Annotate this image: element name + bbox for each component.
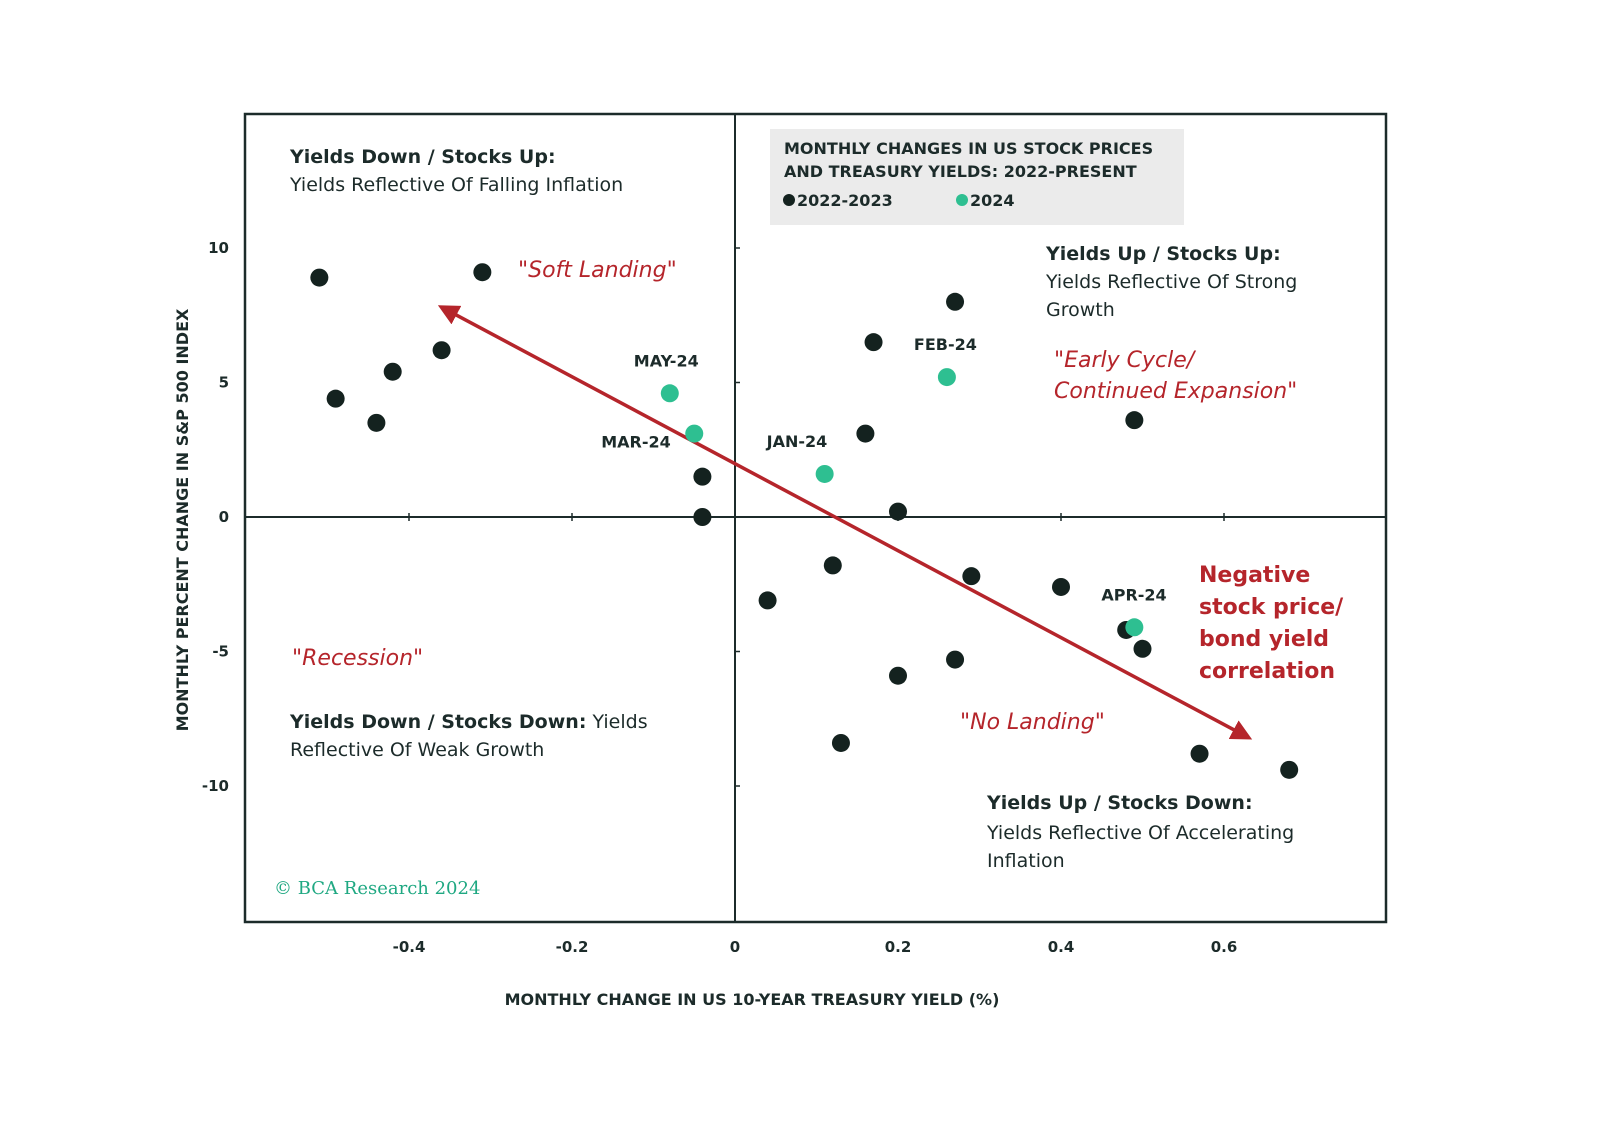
x-tick-label: 0.2 xyxy=(885,938,912,956)
scatter-point-2022-2023 xyxy=(1280,760,1299,779)
scatter-point-2024 xyxy=(660,384,679,403)
scatter-point-2024 xyxy=(685,424,704,443)
chart-title-line-2: AND TREASURY YIELDS: 2022-PRESENT xyxy=(784,162,1137,181)
scatter-point-2022-2023 xyxy=(326,389,345,408)
scatter-point-2022-2023 xyxy=(946,292,965,311)
x-tick-label: 0.6 xyxy=(1211,938,1238,956)
annotation-soft-landing: "Soft Landing" xyxy=(518,258,677,283)
ticks-layer: -0.4 -0.2 0 0.2 0.4 0.6 10 5 0 -5 -10 xyxy=(202,239,1237,956)
credit-text: © BCA Research 2024 xyxy=(274,878,480,899)
quadrant-top-right-body-1: Yields Reflective Of Strong xyxy=(1045,271,1297,293)
annotation-no-landing: "No Landing" xyxy=(960,710,1105,735)
scatter-point-2022-2023 xyxy=(310,268,329,287)
scatter-point-2022-2023 xyxy=(473,263,492,282)
scatter-point-2024 xyxy=(937,368,956,387)
quadrant-top-left-body: Yields Reflective Of Falling Inflation xyxy=(289,174,623,196)
point-label-jan-24: JAN-24 xyxy=(766,432,828,451)
quadrant-bottom-left-heading: Yields Down / Stocks Down: xyxy=(289,711,586,733)
scatter-point-2024 xyxy=(815,464,834,483)
scatter-point-2022-2023 xyxy=(367,413,386,432)
x-axis-title: MONTHLY CHANGE IN US 10-YEAR TREASURY YI… xyxy=(505,990,1000,1009)
legend-box xyxy=(770,129,1184,225)
annotation-correlation-2: stock price/ xyxy=(1199,595,1344,620)
scatter-point-2022-2023 xyxy=(383,362,402,381)
scatter-point-2024 xyxy=(1125,618,1144,637)
y-tick-label: 5 xyxy=(219,374,229,392)
trend-arrow xyxy=(437,305,1253,740)
scatter-point-2022-2023 xyxy=(856,424,875,443)
y-tick-label: 10 xyxy=(208,239,229,257)
quadrant-bottom-right-body-2: Inflation xyxy=(987,850,1065,872)
legend-label-2022-2023: 2022-2023 xyxy=(797,191,893,210)
chart-title-line-1: MONTHLY CHANGES IN US STOCK PRICES xyxy=(784,139,1153,158)
quadrant-top-left-heading: Yields Down / Stocks Up: xyxy=(289,146,556,168)
scatter-point-2022-2023 xyxy=(864,333,883,352)
quadrant-top-right-body-2: Growth xyxy=(1046,299,1115,321)
quadrant-top-right-heading: Yields Up / Stocks Up: xyxy=(1045,243,1281,265)
annotation-early-cycle-1: "Early Cycle/ xyxy=(1054,348,1197,373)
scatter-point-2022-2023 xyxy=(823,556,842,575)
point-label-may-24: MAY-24 xyxy=(634,351,699,370)
x-tick-label: -0.4 xyxy=(393,938,426,956)
legend-label-2024: 2024 xyxy=(970,191,1015,210)
scatter-point-2022-2023 xyxy=(1052,577,1070,596)
annotation-early-cycle-2: Continued Expansion" xyxy=(1054,379,1297,404)
y-tick-label: -5 xyxy=(212,643,229,661)
point-label-apr-24: APR-24 xyxy=(1101,585,1166,604)
y-tick-label: -10 xyxy=(202,777,229,795)
scatter-point-2022-2023 xyxy=(758,591,777,610)
scatter-point-2022-2023 xyxy=(693,508,712,526)
scatter-point-2022-2023 xyxy=(962,567,981,586)
point-label-mar-24: MAR-24 xyxy=(601,433,671,452)
y-tick-label: 0 xyxy=(219,508,229,526)
points-layer: MAY-24 MAR-24 JAN-24 FEB-24 APR-24 xyxy=(310,263,1299,779)
scatter-point-2022-2023 xyxy=(1133,639,1152,658)
scatter-point-2022-2023 xyxy=(831,733,850,752)
quadrant-bottom-right-body-1: Yields Reflective Of Accelerating xyxy=(986,822,1294,844)
annotation-correlation-3: bond yield xyxy=(1199,627,1329,652)
x-tick-label: 0 xyxy=(730,938,740,956)
scatter-point-2022-2023 xyxy=(889,502,907,521)
annotation-recession: "Recession" xyxy=(292,646,423,671)
quadrant-bottom-left-heading-tail: Yields xyxy=(586,711,647,733)
scatter-point-2022-2023 xyxy=(1125,411,1144,430)
point-label-feb-24: FEB-24 xyxy=(914,335,977,354)
scatter-point-2022-2023 xyxy=(432,341,451,360)
scatter-point-2022-2023 xyxy=(693,467,712,486)
scatter-point-2022-2023 xyxy=(946,650,965,669)
legend-marker-2022-2023 xyxy=(783,194,795,206)
quadrant-bottom-left-heading-line: Yields Down / Stocks Down: Yields xyxy=(289,711,648,733)
annotation-correlation-1: Negative xyxy=(1199,563,1310,588)
quadrant-bottom-right-heading: Yields Up / Stocks Down: xyxy=(986,792,1253,814)
scatter-point-2022-2023 xyxy=(1190,744,1209,763)
x-tick-label: 0.4 xyxy=(1048,938,1075,956)
trend-layer xyxy=(437,305,1253,740)
x-tick-label: -0.2 xyxy=(556,938,589,956)
quadrant-bottom-left-body: Reflective Of Weak Growth xyxy=(290,739,544,761)
legend-marker-2024 xyxy=(956,194,968,206)
y-axis-title: MONTHLY PERCENT CHANGE IN S&P 500 INDEX xyxy=(173,308,192,731)
scatter-point-2022-2023 xyxy=(889,666,907,685)
annotation-correlation-4: correlation xyxy=(1199,659,1335,684)
